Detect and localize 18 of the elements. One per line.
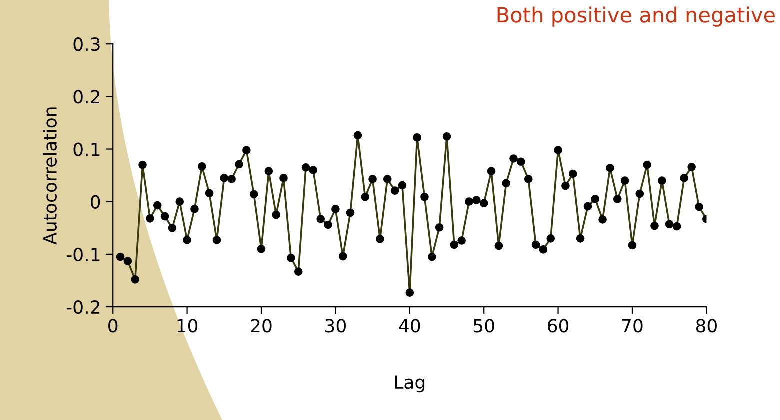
y-tick-label: 0.3: [74, 38, 100, 52]
x-tick-label: 50: [474, 319, 494, 333]
x-tick-label: 30: [326, 319, 346, 333]
chart-title: Both positive and negative: [498, 6, 775, 27]
y-tick-label: 0: [90, 195, 100, 209]
x-tick-label: 60: [548, 319, 569, 333]
x-axis-title: Lag: [395, 376, 425, 393]
y-tick-label: 0.2: [74, 90, 100, 104]
x-tick-label: 10: [178, 319, 198, 333]
x-tick-label: 0: [108, 319, 118, 333]
y-tick-label: 0.1: [74, 142, 100, 156]
x-tick-label: 40: [399, 319, 420, 333]
y-tick-label: -0.1: [66, 248, 100, 262]
x-tick-label: 20: [251, 319, 272, 333]
y-axis-title: Autocorrelation: [43, 108, 58, 245]
x-tick-label: 70: [622, 319, 643, 333]
y-tick-label: -0.2: [66, 300, 100, 314]
x-tick-label: 80: [696, 319, 717, 333]
